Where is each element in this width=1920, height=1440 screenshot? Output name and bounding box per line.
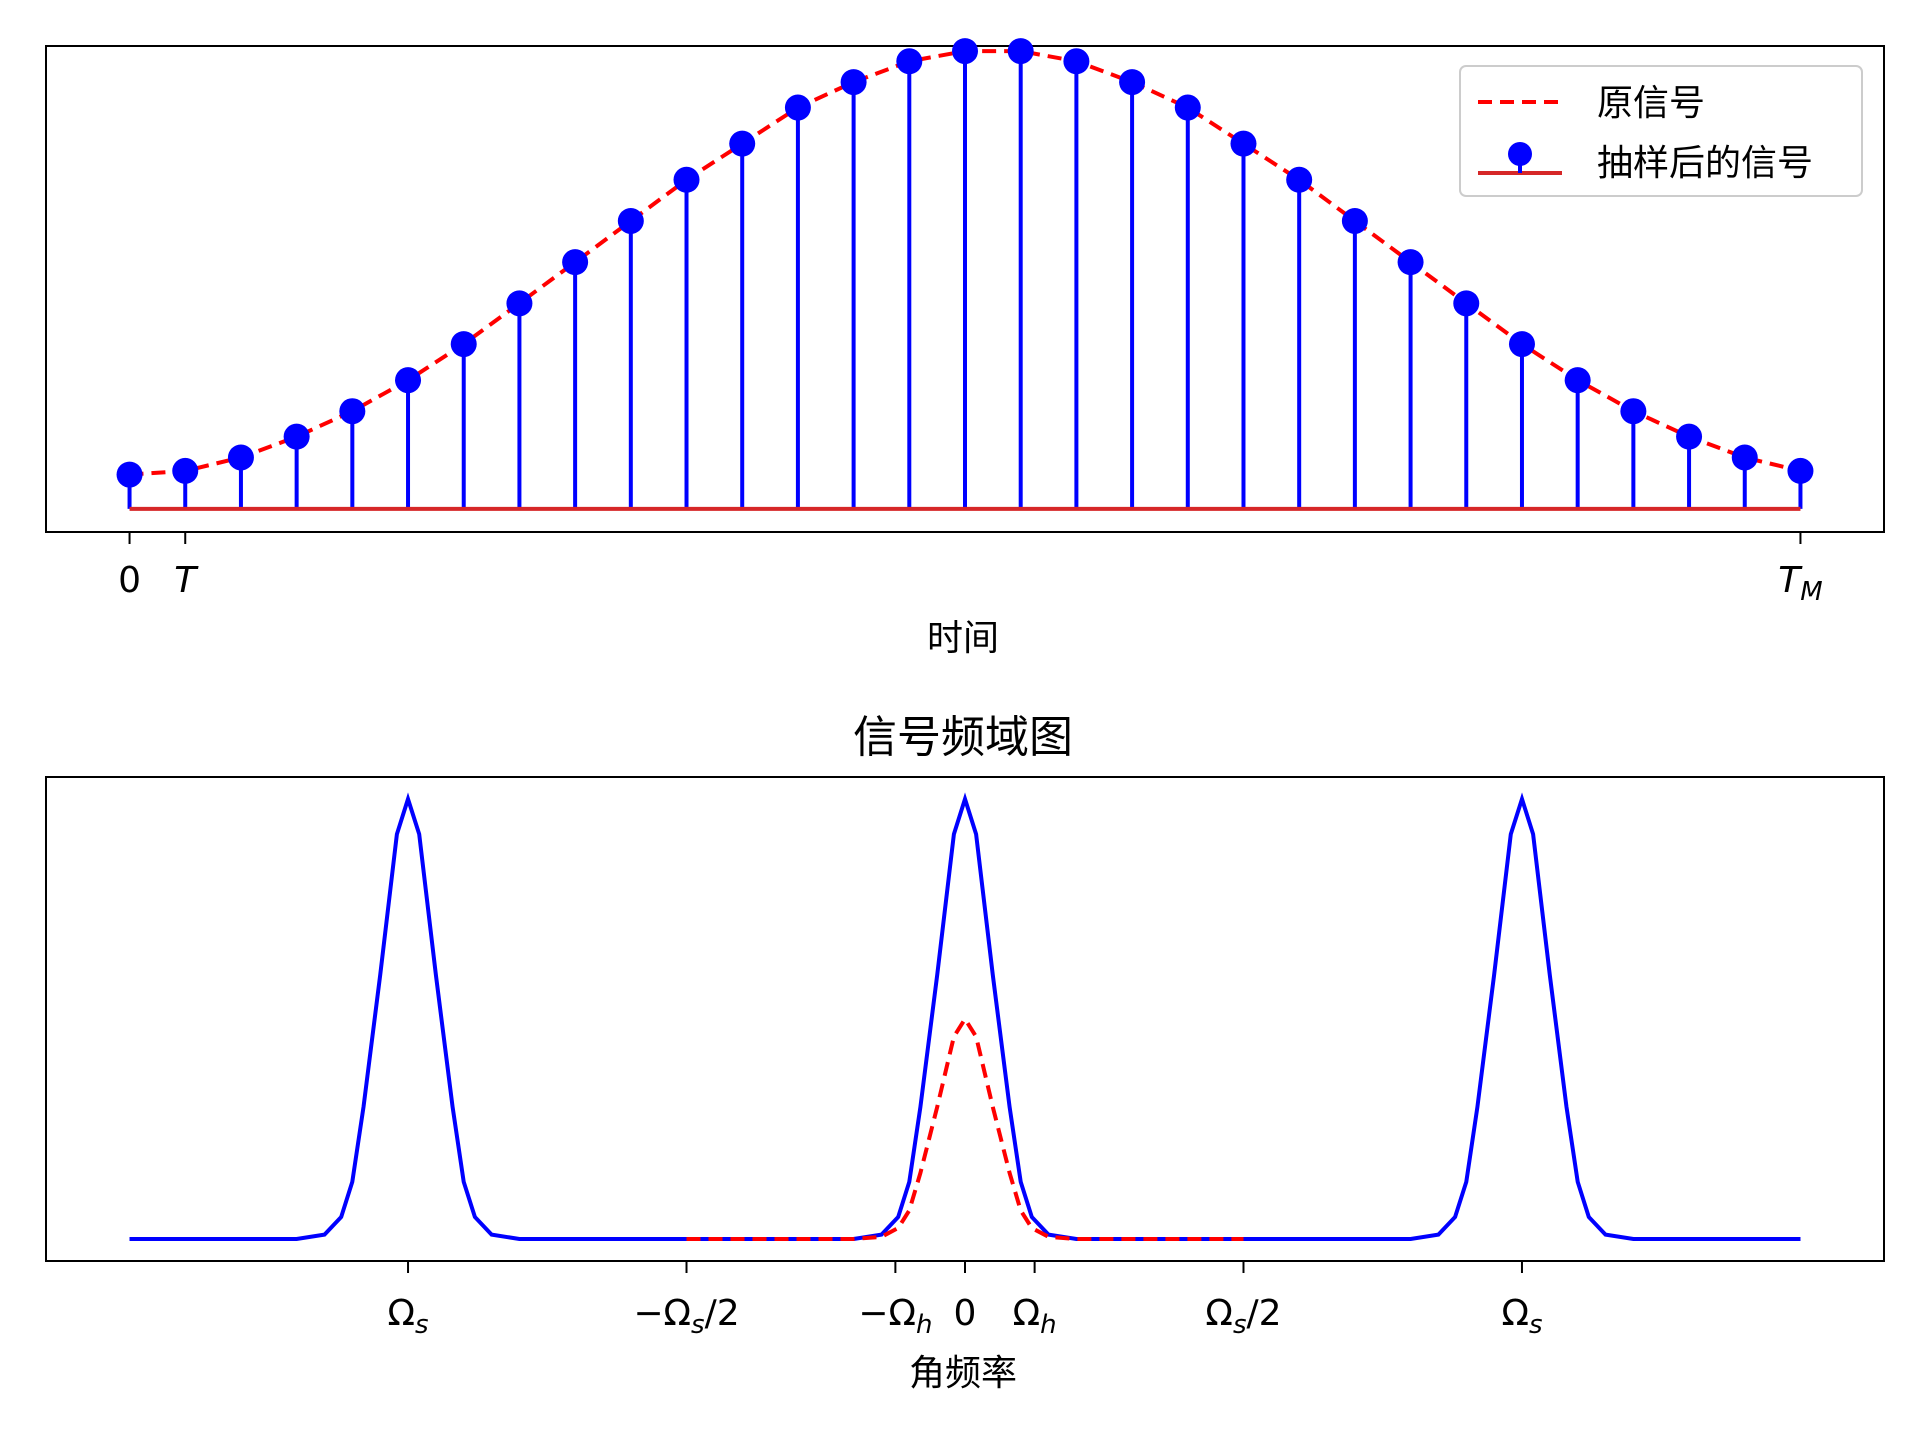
stem-marker: [1676, 423, 1703, 450]
original-spectrum-line: [686, 1015, 1244, 1241]
top-x-axis-label: 时间: [927, 618, 999, 659]
stem-marker: [1174, 94, 1201, 121]
legend-frame: [1459, 65, 1863, 197]
stem-marker: [283, 423, 310, 450]
x-tick-label: 0: [954, 1293, 977, 1334]
stem-marker: [450, 331, 477, 358]
bottom-axes-frame: [45, 776, 1885, 1262]
stem-marker: [339, 398, 366, 425]
legend-original-label: 原信号: [1597, 83, 1705, 124]
x-tick-label: Ωs/2: [1205, 1293, 1281, 1340]
sampled-signal-markers: [116, 38, 1814, 488]
top-x-ticks: 0 T TM: [118, 532, 1823, 607]
x-tick-label: −Ωh: [858, 1293, 932, 1340]
time-domain-subplot: 0 T TM 时间 原信号 抽样后的信号: [45, 38, 1885, 659]
frequency-domain-subplot: 信号频域图 Ωs −Ωs/2 −Ωh 0 Ωh Ωs/2 Ωs 角频率: [45, 712, 1885, 1394]
x-tick-label: 0: [118, 560, 141, 601]
stem-marker: [1564, 367, 1591, 394]
stem-marker: [1453, 290, 1480, 317]
stem-marker: [840, 69, 867, 96]
stem-marker: [617, 207, 644, 234]
stem-marker: [1230, 130, 1257, 157]
bottom-title: 信号频域图: [853, 712, 1073, 763]
stem-marker: [1620, 398, 1647, 425]
stem-marker: [1119, 69, 1146, 96]
stem-marker: [1007, 38, 1034, 65]
stem-marker: [227, 444, 254, 471]
stem-marker: [673, 166, 700, 193]
legend-sampled-marker: [1508, 142, 1532, 166]
stem-marker: [896, 48, 923, 75]
stem-marker: [395, 367, 422, 394]
stem-marker: [1508, 331, 1535, 358]
stem-marker: [1286, 166, 1313, 193]
sampled-spectrum-line: [129, 792, 1801, 1241]
x-tick-label: Ωs: [1501, 1293, 1542, 1340]
stem-marker: [952, 38, 978, 65]
bottom-x-ticks: Ωs −Ωs/2 −Ωh 0 Ωh Ωs/2 Ωs: [387, 1261, 1543, 1340]
stem-marker: [1063, 48, 1090, 75]
x-tick-label: T: [174, 560, 199, 601]
stem-marker: [172, 457, 199, 484]
stem-marker: [562, 249, 589, 276]
legend-sampled-label: 抽样后的信号: [1597, 143, 1813, 184]
stem-marker: [784, 94, 811, 121]
x-tick-label: −Ωs/2: [633, 1293, 739, 1340]
x-tick-label: Ωs: [387, 1293, 428, 1340]
legend: 原信号 抽样后的信号: [1459, 65, 1863, 197]
bottom-x-axis-label: 角频率: [909, 1353, 1017, 1394]
stem-marker: [1787, 457, 1814, 484]
x-tick-label: Ωh: [1013, 1293, 1057, 1340]
stem-marker: [1731, 444, 1758, 471]
stem-marker: [1397, 249, 1424, 276]
stem-marker: [729, 130, 756, 157]
x-tick-label: TM: [1778, 560, 1822, 607]
stem-marker: [506, 290, 533, 317]
stem-marker: [116, 461, 143, 488]
stem-marker: [1341, 207, 1368, 234]
